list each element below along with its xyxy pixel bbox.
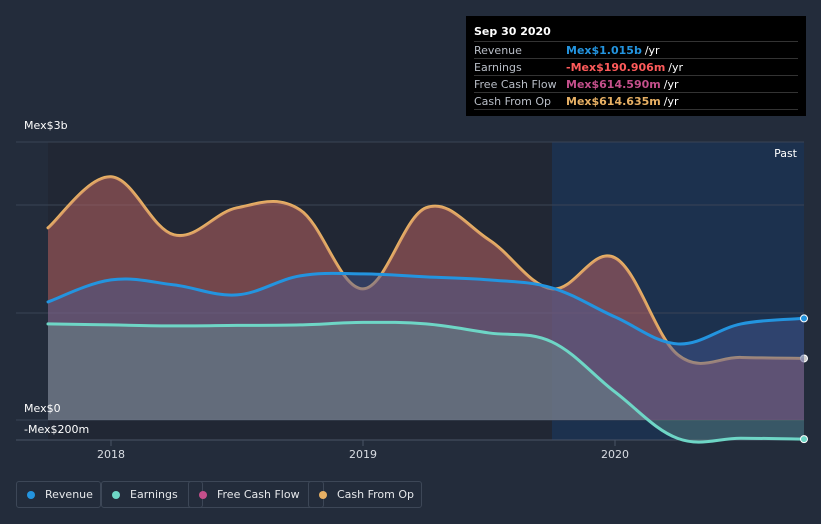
y-axis-label: Mex$3b: [24, 119, 68, 132]
tooltip-value: Mex$1.015b/yr: [566, 44, 660, 57]
past-label: Past: [774, 147, 798, 160]
tooltip-row-revenue: Revenue Mex$1.015b/yr: [474, 41, 798, 58]
axis-layer: Mex$3b Mex$0 -Mex$200m 2018 2019 2020: [24, 119, 629, 461]
legend-item-revenue[interactable]: Revenue: [16, 481, 101, 508]
series-endpoint-earnings[interactable]: [800, 435, 808, 444]
legend-label: Cash From Op: [337, 488, 415, 501]
past-region-highlight: [552, 142, 804, 440]
series-endpoint-revenue[interactable]: [800, 314, 808, 323]
series-area-revenue: [48, 273, 804, 420]
x-tick-label: 2020: [601, 448, 629, 461]
tooltip-row-earnings: Earnings -Mex$190.906m/yr: [474, 58, 798, 75]
legend-label: Free Cash Flow: [217, 488, 300, 501]
legend-dot-icon: [199, 491, 207, 499]
tooltip-value: Mex$614.590m/yr: [566, 78, 679, 91]
tooltip-value: -Mex$190.906m/yr: [566, 61, 684, 74]
series-line-revenue: [46, 271, 806, 346]
tooltip-label: Cash From Op: [474, 95, 552, 108]
legend-item-free-cash-flow[interactable]: Free Cash Flow: [188, 481, 324, 508]
series-layer: [46, 175, 808, 444]
x-tick-label: 2019: [349, 448, 377, 461]
tooltip-label: Free Cash Flow: [474, 78, 557, 91]
legend-item-cash-from-op[interactable]: Cash From Op: [308, 481, 422, 508]
y-axis-label: Mex$0: [24, 402, 61, 415]
series-area-earnings: [48, 322, 804, 443]
legend-label: Earnings: [130, 488, 178, 501]
tooltip-label: Revenue: [474, 44, 522, 57]
tooltip-label: Earnings: [474, 61, 522, 74]
tooltip-row-free-cash-flow: Free Cash Flow Mex$614.590m/yr: [474, 75, 798, 92]
tooltip-row-cash-from-op: Cash From Op Mex$614.635m/yr: [474, 92, 798, 110]
tooltip-date: Sep 30 2020: [474, 25, 551, 38]
series-area-free-cash-flow: [48, 176, 804, 420]
series-endpoint-cash-from-op[interactable]: [800, 354, 808, 363]
series-line-earnings: [46, 320, 806, 444]
tooltip-value: Mex$614.635m/yr: [566, 95, 679, 108]
legend-dot-icon: [112, 491, 120, 499]
legend-dot-icon: [27, 491, 35, 499]
x-tick-label: 2018: [97, 448, 125, 461]
series-area-cash-from-op: [48, 176, 804, 420]
legend-label: Revenue: [45, 488, 93, 501]
y-axis-label: -Mex$200m: [24, 423, 89, 436]
legend-dot-icon: [319, 491, 327, 499]
tooltip: Sep 30 2020 Revenue Mex$1.015b/yr Earnin…: [466, 16, 806, 116]
